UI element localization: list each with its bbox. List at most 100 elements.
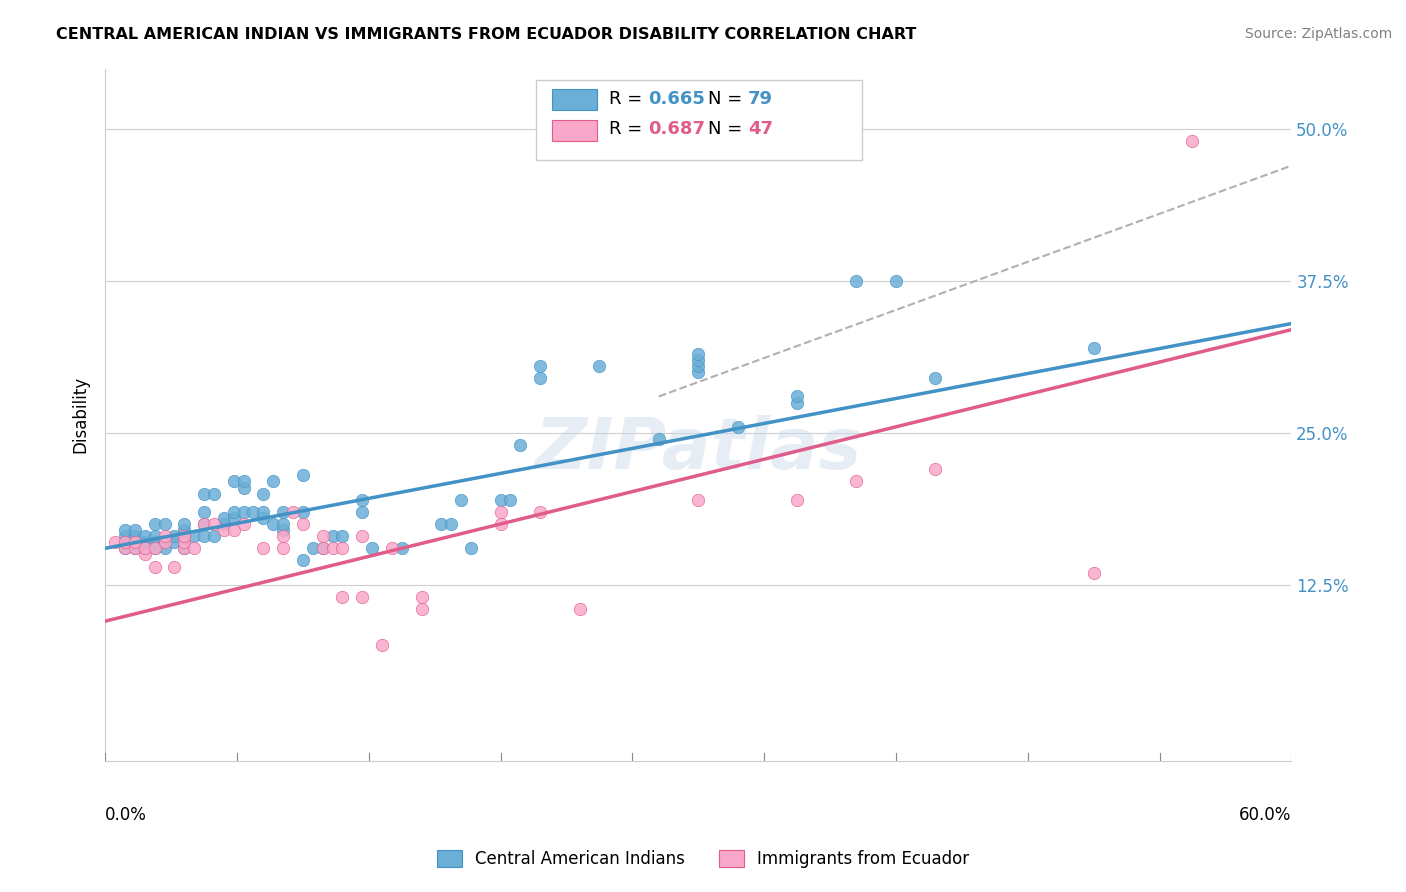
Point — [411, 590, 433, 604]
Point — [232, 505, 254, 519]
Point — [568, 602, 591, 616]
Point — [222, 475, 245, 489]
Point — [183, 541, 205, 556]
Point — [114, 523, 136, 537]
Point — [271, 505, 294, 519]
Point — [924, 462, 946, 476]
Point — [212, 523, 235, 537]
Point — [688, 492, 710, 507]
Point — [222, 523, 245, 537]
Point — [212, 516, 235, 531]
Point — [183, 529, 205, 543]
Point — [173, 529, 195, 543]
Point — [884, 274, 907, 288]
Point — [232, 475, 254, 489]
Point — [153, 541, 176, 556]
Point — [143, 535, 166, 549]
Point — [322, 529, 344, 543]
Point — [845, 475, 868, 489]
Point — [262, 516, 284, 531]
Point — [134, 529, 156, 543]
Point — [391, 541, 413, 556]
Point — [688, 353, 710, 368]
Point — [381, 541, 404, 556]
Text: 0.0%: 0.0% — [105, 805, 148, 824]
Point — [134, 547, 156, 561]
Point — [371, 639, 394, 653]
Point — [332, 529, 354, 543]
FancyBboxPatch shape — [553, 120, 598, 141]
Point — [352, 590, 374, 604]
Point — [124, 523, 146, 537]
Text: 0.665: 0.665 — [648, 90, 706, 108]
Point — [153, 516, 176, 531]
Point — [352, 505, 374, 519]
Point — [173, 541, 195, 556]
Point — [311, 529, 333, 543]
Point — [291, 553, 314, 567]
Point — [134, 541, 156, 556]
Point — [153, 535, 176, 549]
Point — [281, 505, 304, 519]
FancyBboxPatch shape — [536, 80, 862, 160]
Text: ZIPatlas: ZIPatlas — [534, 415, 862, 483]
Point — [1083, 566, 1105, 580]
Text: CENTRAL AMERICAN INDIAN VS IMMIGRANTS FROM ECUADOR DISABILITY CORRELATION CHART: CENTRAL AMERICAN INDIAN VS IMMIGRANTS FR… — [56, 27, 917, 42]
Point — [173, 535, 195, 549]
Point — [143, 541, 166, 556]
Point — [124, 535, 146, 549]
Point — [143, 559, 166, 574]
Point — [193, 516, 215, 531]
Point — [301, 541, 323, 556]
Point — [173, 535, 195, 549]
Point — [173, 523, 195, 537]
Point — [322, 541, 344, 556]
Point — [688, 359, 710, 373]
Point — [332, 541, 354, 556]
Point — [114, 535, 136, 549]
Point — [252, 511, 274, 525]
Text: 60.0%: 60.0% — [1239, 805, 1291, 824]
Point — [291, 468, 314, 483]
Point — [252, 486, 274, 500]
Text: 0.687: 0.687 — [648, 120, 706, 138]
Text: N =: N = — [707, 120, 748, 138]
Point — [529, 359, 551, 373]
Point — [361, 541, 384, 556]
Point — [202, 529, 225, 543]
Point — [311, 541, 333, 556]
Point — [252, 541, 274, 556]
Point — [529, 371, 551, 385]
Point — [124, 541, 146, 556]
Text: R =: R = — [609, 120, 648, 138]
Point — [352, 529, 374, 543]
Point — [242, 505, 264, 519]
Point — [143, 529, 166, 543]
Point — [529, 505, 551, 519]
Point — [786, 492, 808, 507]
Point — [499, 492, 522, 507]
Point — [173, 541, 195, 556]
Point — [924, 371, 946, 385]
Point — [124, 529, 146, 543]
Point — [232, 516, 254, 531]
Point — [291, 505, 314, 519]
Point — [134, 541, 156, 556]
Point — [134, 535, 156, 549]
Point — [271, 516, 294, 531]
Point — [202, 486, 225, 500]
Y-axis label: Disability: Disability — [72, 376, 89, 453]
Point — [1083, 341, 1105, 355]
Point — [143, 516, 166, 531]
Point — [124, 541, 146, 556]
Point — [291, 516, 314, 531]
Point — [489, 492, 512, 507]
Point — [193, 486, 215, 500]
Point — [212, 511, 235, 525]
Point — [271, 523, 294, 537]
Text: N =: N = — [707, 90, 748, 108]
Point — [163, 559, 186, 574]
Point — [311, 541, 333, 556]
Point — [786, 389, 808, 403]
Point — [114, 541, 136, 556]
